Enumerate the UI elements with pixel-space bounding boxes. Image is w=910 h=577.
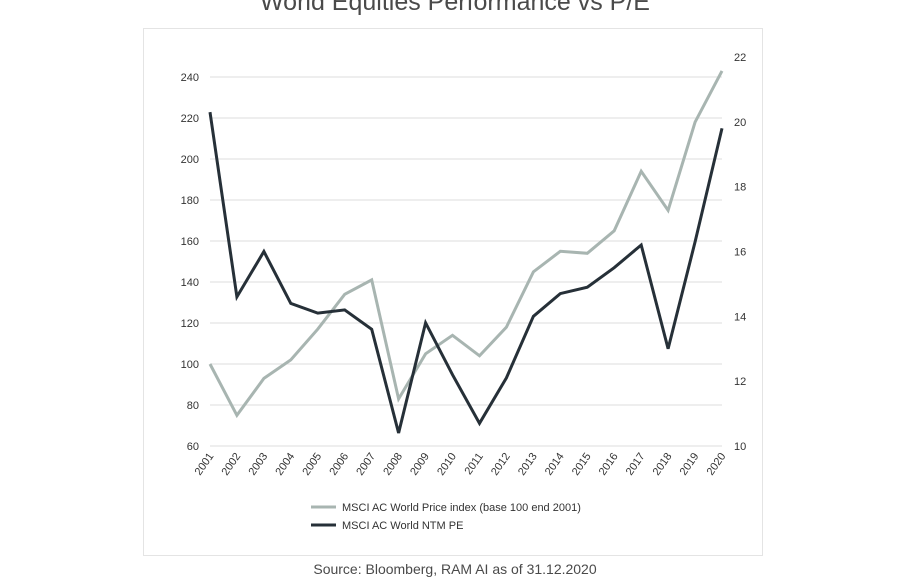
right-tick-label: 16	[734, 247, 746, 259]
legend-label-ntm-pe: MSCI AC World NTM PE	[342, 520, 463, 532]
left-tick-label: 220	[181, 113, 199, 125]
x-tick-label: 2013	[516, 451, 540, 478]
left-axis-ticks: 60 80 100 120 140 160 180 200 220 240	[181, 72, 199, 453]
chart-frame	[143, 28, 763, 556]
x-tick-label: 2007	[354, 451, 378, 478]
x-tick-label: 2017	[624, 451, 648, 478]
left-tick-label: 160	[181, 236, 199, 248]
x-tick-label: 2001	[193, 451, 217, 478]
x-tick-label: 2003	[246, 451, 270, 478]
right-axis-ticks: 10 12 14 16 18 20 22	[734, 52, 746, 453]
x-tick-label: 2002	[220, 451, 244, 478]
right-tick-label: 20	[734, 117, 746, 129]
source-note: Source: Bloomberg, RAM AI as of 31.12.20…	[313, 561, 597, 577]
x-tick-label: 2018	[651, 451, 675, 478]
x-axis-ticks: 2001 2002 2003 2004 2005 2006 2007 2008 2009 2010…	[193, 451, 729, 478]
x-tick-label: 2009	[408, 451, 432, 478]
left-tick-label: 200	[181, 154, 199, 166]
left-tick-label: 120	[181, 318, 199, 330]
x-tick-label: 2012	[489, 451, 513, 478]
right-tick-label: 22	[734, 52, 746, 64]
x-tick-label: 2015	[570, 451, 594, 478]
x-tick-label: 2016	[597, 451, 621, 478]
x-tick-label: 2008	[381, 451, 405, 478]
gridlines	[210, 76, 722, 447]
left-tick-label: 180	[181, 195, 199, 207]
chart-title: World Equities Performance vs P/E	[260, 0, 650, 16]
right-tick-label: 10	[734, 441, 746, 453]
x-tick-label: 2014	[543, 451, 567, 478]
right-tick-label: 14	[734, 311, 746, 323]
left-tick-label: 100	[181, 359, 199, 371]
x-tick-label: 2004	[273, 451, 297, 478]
x-tick-label: 2011	[463, 451, 486, 477]
legend: MSCI AC World Price index (base 100 end …	[311, 502, 581, 532]
left-tick-label: 240	[181, 72, 199, 84]
left-tick-label: 140	[181, 277, 199, 289]
x-tick-label: 2010	[435, 451, 459, 478]
x-tick-label: 2006	[327, 451, 351, 478]
left-tick-label: 60	[187, 441, 199, 453]
x-tick-label: 2005	[300, 451, 324, 478]
legend-label-price-index: MSCI AC World Price index (base 100 end …	[342, 502, 581, 514]
series-lines	[208, 70, 724, 434]
right-tick-label: 12	[734, 376, 746, 388]
right-tick-label: 18	[734, 182, 746, 194]
x-tick-label: 2019	[678, 451, 702, 478]
series-line-price-index	[208, 70, 724, 419]
x-tick-label: 2020	[705, 451, 729, 478]
series-line-ntm-pe	[208, 111, 724, 434]
left-tick-label: 80	[187, 400, 199, 412]
